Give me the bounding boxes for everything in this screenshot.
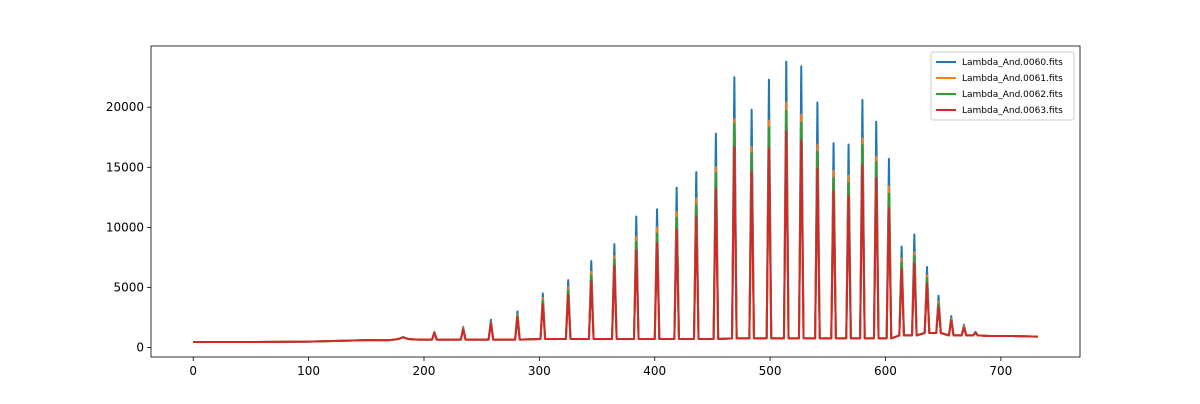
x-tick-label: 500: [759, 364, 782, 378]
x-tick-label: 200: [413, 364, 436, 378]
legend-box: [930, 51, 1075, 121]
legend-label: Lambda_And.0063.fits: [962, 106, 1063, 116]
legend-label: Lambda_And.0060.fits: [962, 58, 1063, 68]
legend-label: Lambda_And.0062.fits: [962, 90, 1063, 100]
x-tick-label: 400: [643, 364, 666, 378]
x-tick-label: 300: [528, 364, 551, 378]
x-tick-label: 100: [297, 364, 320, 378]
x-tick-label: 0: [189, 364, 197, 378]
series-line: [193, 130, 1038, 343]
plot-frame: [150, 45, 1081, 358]
y-tick-label: 5000: [113, 280, 144, 294]
y-tick-label: 15000: [106, 160, 144, 174]
x-tick-label: 600: [874, 364, 897, 378]
y-tick-label: 0: [136, 340, 144, 354]
y-tick-label: 10000: [106, 220, 144, 234]
x-tick-label: 700: [989, 364, 1012, 378]
legend-label: Lambda_And.0061.fits: [962, 74, 1063, 84]
y-tick-label: 20000: [106, 100, 144, 114]
